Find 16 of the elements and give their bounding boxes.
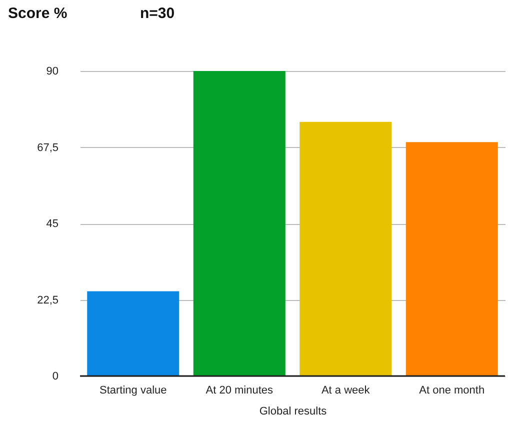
y-tick-label: 90 bbox=[46, 66, 58, 78]
y-tick-label: 45 bbox=[46, 218, 58, 230]
x-tick-label: At a week bbox=[321, 384, 370, 396]
bar bbox=[193, 71, 286, 376]
chart-title: Score % bbox=[8, 5, 68, 22]
y-tick-label: 22,5 bbox=[37, 294, 58, 306]
y-tick-label: 67,5 bbox=[37, 142, 58, 154]
y-tick-label: 0 bbox=[52, 370, 58, 382]
x-axis-title: Global results bbox=[259, 406, 328, 418]
x-tick-label: At one month bbox=[419, 384, 485, 396]
text: n=30 bbox=[140, 5, 175, 22]
x-tick-label: At 20 minutes bbox=[206, 384, 274, 396]
x-tick-label: Starting value bbox=[99, 384, 167, 396]
bar bbox=[406, 142, 498, 376]
bar bbox=[87, 291, 180, 376]
bar bbox=[300, 122, 392, 376]
